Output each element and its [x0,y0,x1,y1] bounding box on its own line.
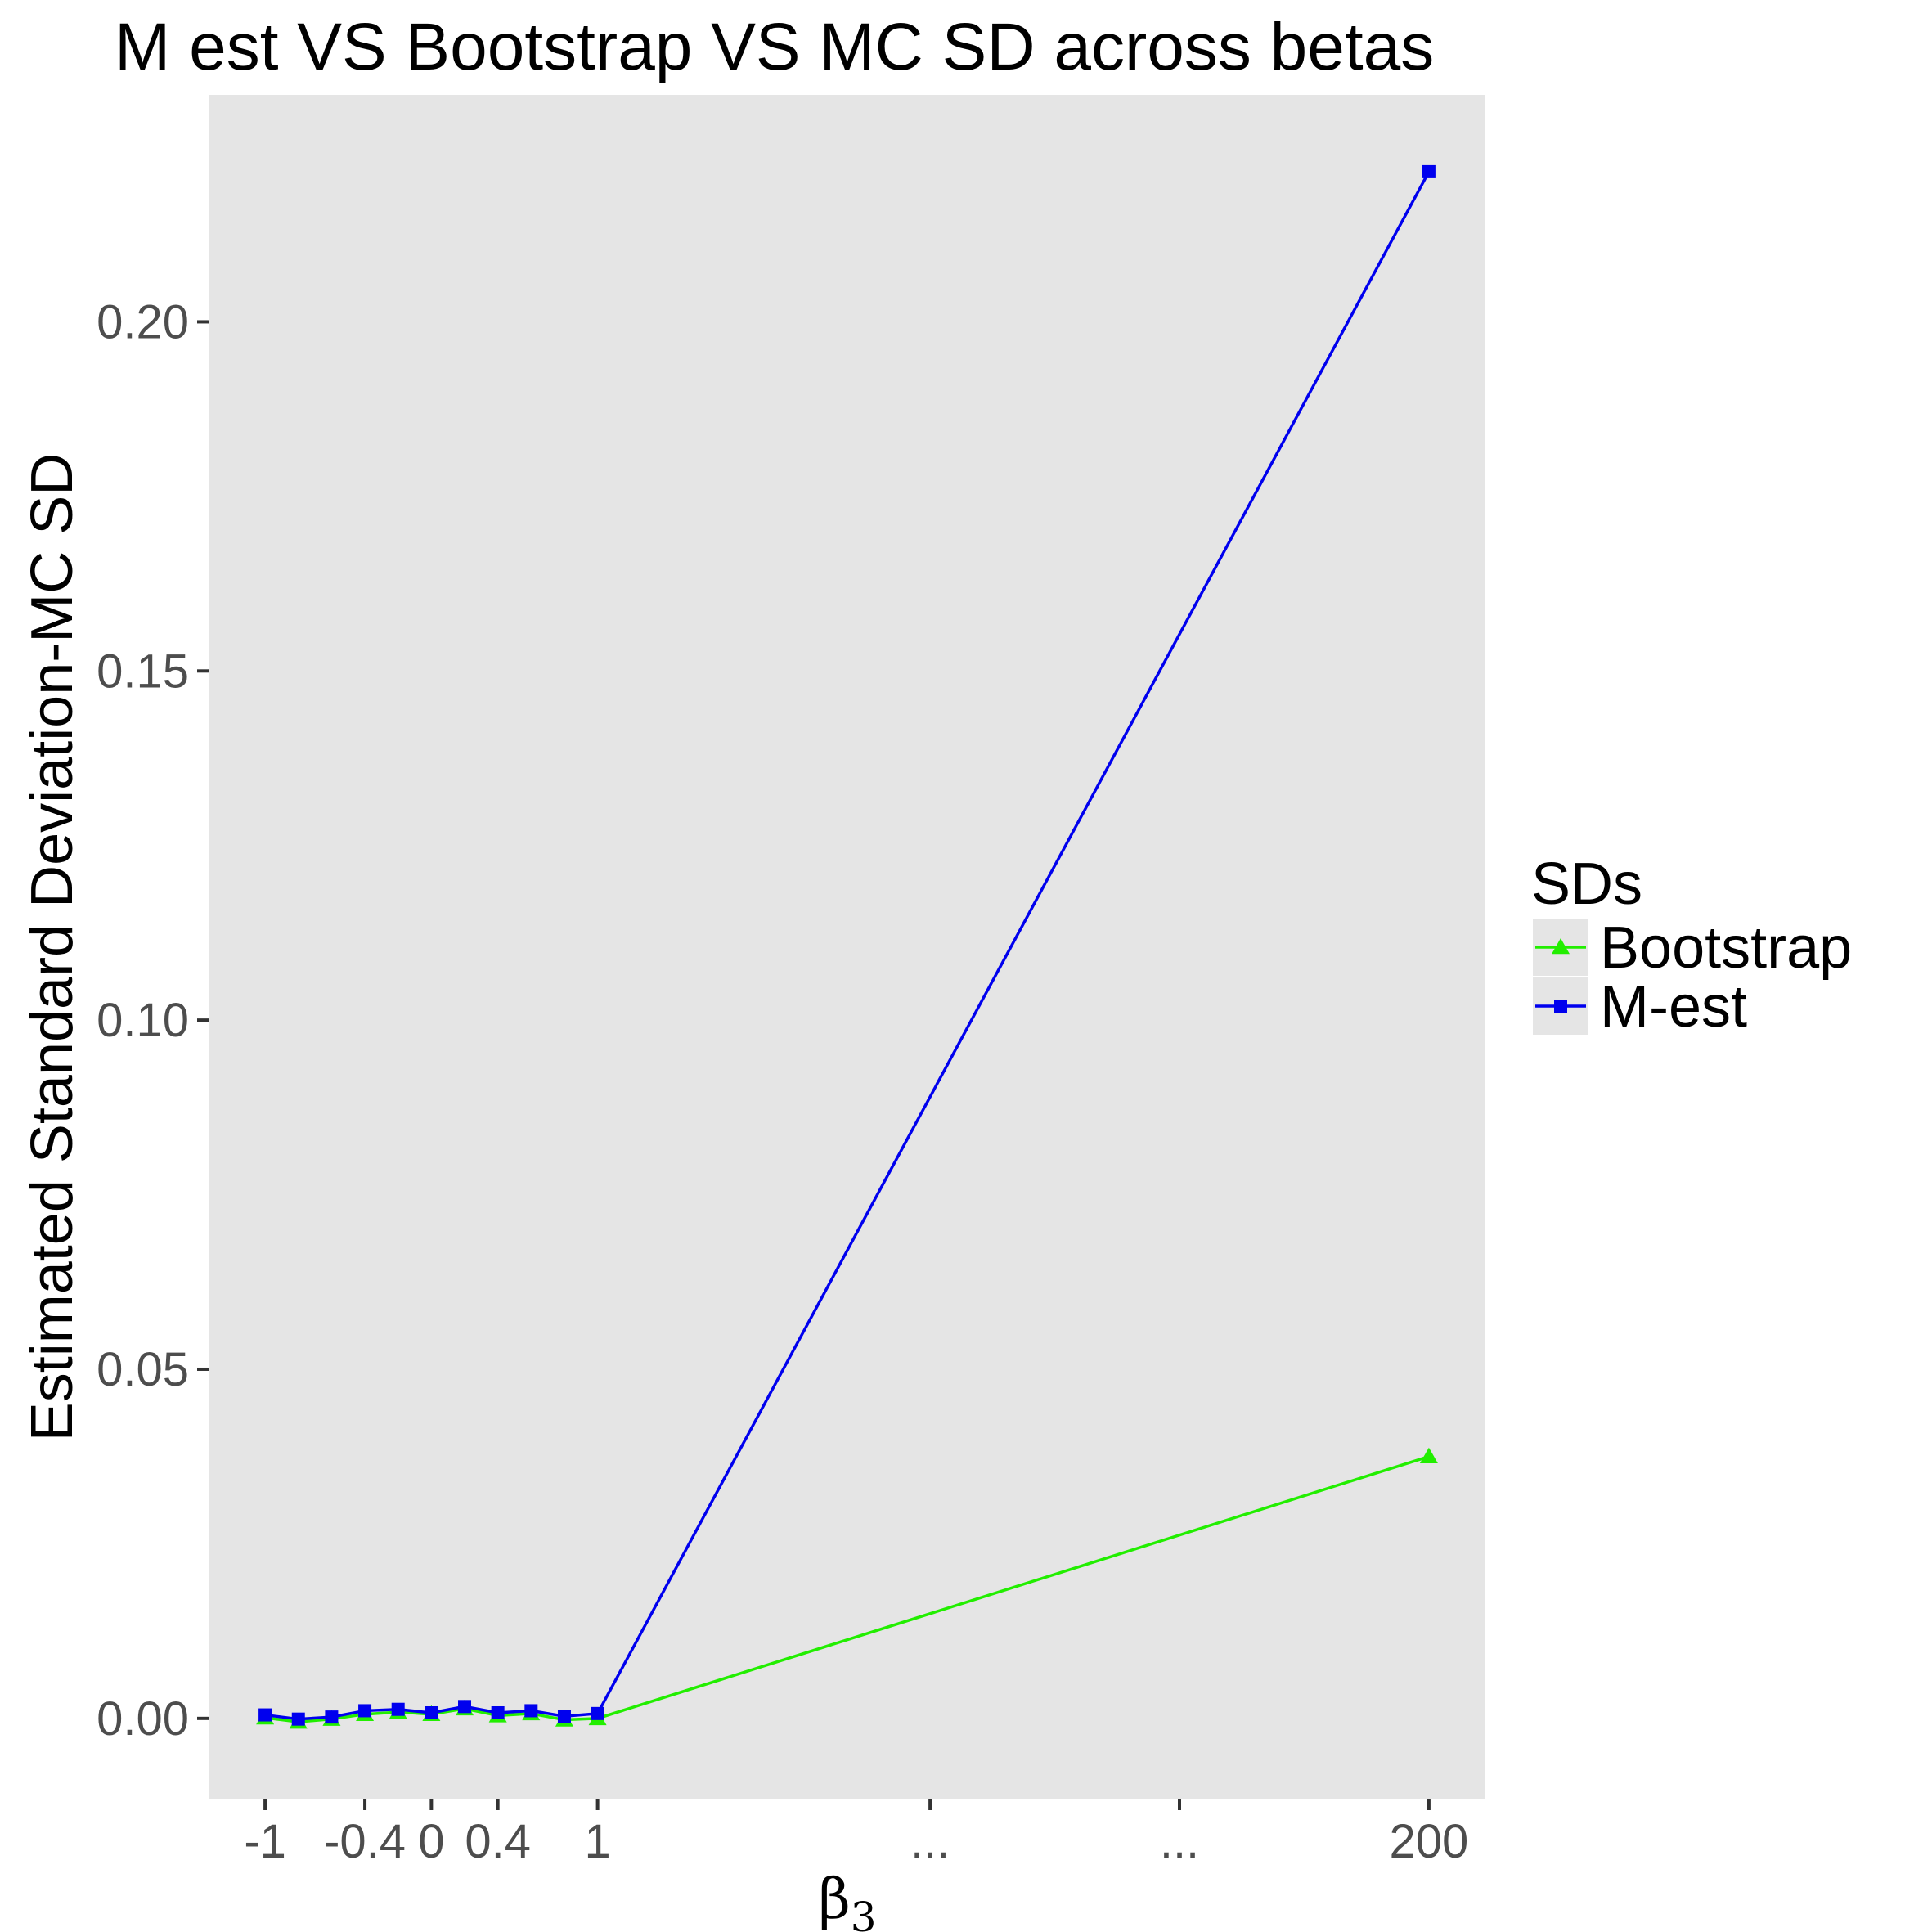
chart-title: M est VS Bootstrap VS MC SD across betas [115,10,1434,84]
data-point-m-est [425,1705,438,1719]
legend-item-bootstrap: Bootstrap [1533,915,1852,981]
series-layer [256,164,1438,1729]
x-tick-label: -0.4 [324,1815,406,1868]
x-tick-label: 0.4 [465,1815,531,1868]
legend-title: SDs [1531,851,1642,917]
y-tick-label: 0.10 [97,994,189,1047]
x-tick-label: 1 [584,1815,610,1868]
data-point-m-est [557,1710,571,1723]
data-point-m-est [491,1705,505,1719]
legend-label: M-est [1600,974,1747,1040]
x-axis-title: β3 [818,1867,876,1932]
x-axis-title-symbol: β [818,1867,850,1932]
y-tick-label: 0.05 [97,1343,189,1396]
legend-key-marker [1552,938,1570,955]
x-tick-label: ... [910,1815,950,1868]
data-point-m-est [291,1712,305,1726]
data-point-m-est [358,1704,372,1718]
y-tick-label: 0.00 [97,1692,189,1746]
series-m-est [258,164,1436,1726]
y-tick-label: 0.15 [97,645,189,698]
data-point-bootstrap [1419,1447,1438,1463]
x-tick-label: 0 [418,1815,444,1868]
data-point-m-est [258,1708,272,1722]
legend-label: Bootstrap [1600,915,1852,981]
x-axis-title-subscript: 3 [851,1894,877,1932]
x-axis: -1 -0.4 0 0.4 1...... 200 [244,1799,1468,1868]
data-point-m-est [325,1710,339,1724]
y-axis-title: Estimated Standard Deviation-MC SD [20,453,85,1442]
data-point-m-est [524,1704,538,1718]
data-point-m-est [1422,164,1436,178]
x-tick-label: 200 [1390,1815,1469,1868]
legend-item-m-est: M-est [1533,974,1747,1040]
data-point-m-est [458,1700,472,1714]
y-tick-label: 0.20 [97,295,189,348]
legend-key-marker [1554,1000,1567,1013]
data-point-m-est [391,1702,405,1716]
x-tick-label: -1 [244,1815,286,1868]
y-axis: 0.00 0.05 0.10 0.15 0.20 [97,295,209,1746]
data-point-m-est [591,1706,604,1720]
plot-panel [209,95,1485,1799]
x-tick-label: ... [1160,1815,1199,1868]
